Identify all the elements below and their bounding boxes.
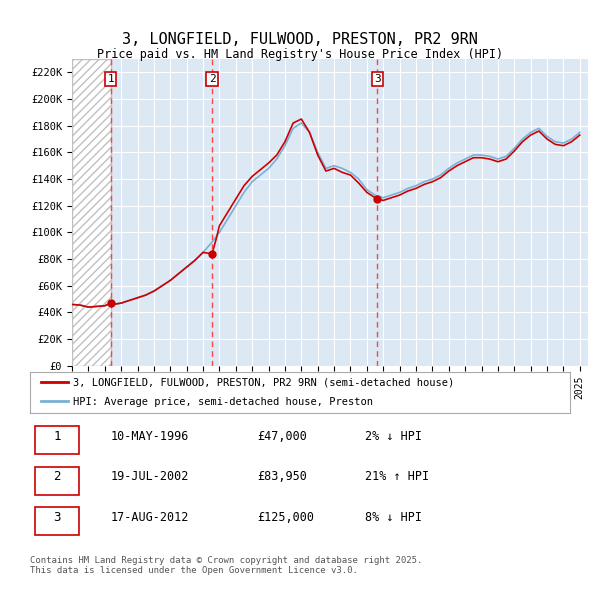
- Text: Contains HM Land Registry data © Crown copyright and database right 2025.
This d: Contains HM Land Registry data © Crown c…: [30, 556, 422, 575]
- Text: 17-AUG-2012: 17-AUG-2012: [111, 511, 190, 524]
- Text: HPI: Average price, semi-detached house, Preston: HPI: Average price, semi-detached house,…: [73, 397, 373, 407]
- FancyBboxPatch shape: [35, 507, 79, 535]
- Text: 3, LONGFIELD, FULWOOD, PRESTON, PR2 9RN: 3, LONGFIELD, FULWOOD, PRESTON, PR2 9RN: [122, 32, 478, 47]
- Text: 3: 3: [53, 511, 61, 524]
- Text: 3, LONGFIELD, FULWOOD, PRESTON, PR2 9RN (semi-detached house): 3, LONGFIELD, FULWOOD, PRESTON, PR2 9RN …: [73, 378, 454, 388]
- Text: 10-MAY-1996: 10-MAY-1996: [111, 430, 190, 442]
- Text: 19-JUL-2002: 19-JUL-2002: [111, 470, 190, 483]
- Bar: [72, 59, 110, 366]
- Text: 1: 1: [107, 74, 114, 84]
- Text: 2: 2: [209, 74, 215, 84]
- Text: £47,000: £47,000: [257, 430, 307, 442]
- FancyBboxPatch shape: [35, 426, 79, 454]
- Text: 1: 1: [53, 430, 61, 442]
- Text: £125,000: £125,000: [257, 511, 314, 524]
- Text: 8% ↓ HPI: 8% ↓ HPI: [365, 511, 422, 524]
- Text: £83,950: £83,950: [257, 470, 307, 483]
- Text: 3: 3: [374, 74, 380, 84]
- Text: 2: 2: [53, 470, 61, 483]
- Text: 21% ↑ HPI: 21% ↑ HPI: [365, 470, 429, 483]
- Text: Price paid vs. HM Land Registry's House Price Index (HPI): Price paid vs. HM Land Registry's House …: [97, 48, 503, 61]
- Text: 2% ↓ HPI: 2% ↓ HPI: [365, 430, 422, 442]
- FancyBboxPatch shape: [35, 467, 79, 494]
